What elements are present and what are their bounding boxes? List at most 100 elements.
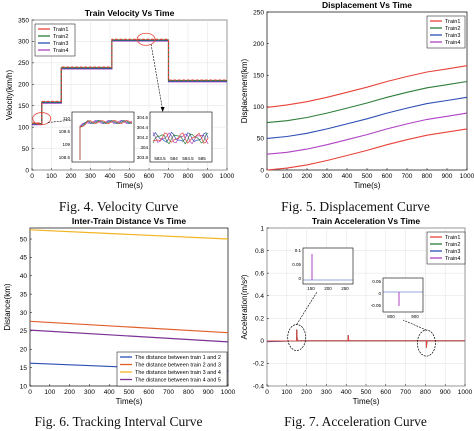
- x-tick-label: 300: [84, 389, 95, 396]
- y-tick-label: 100: [253, 104, 264, 111]
- y-tick-label: 0.2: [255, 316, 264, 323]
- x-tick-label: 300: [85, 173, 96, 180]
- inset-y-label: 304.2: [137, 135, 149, 140]
- inset-series-line: [152, 132, 209, 144]
- x-axis-label: Time(s): [116, 397, 143, 406]
- legend-label: The distance between train 1 and 2: [135, 355, 221, 361]
- y-tick-label: 300: [18, 39, 29, 46]
- legend-box: [116, 351, 228, 387]
- x-tick-label: 500: [124, 389, 135, 396]
- velocity-series-line: [32, 38, 227, 124]
- y-tick-label: 0.4: [255, 293, 264, 300]
- y-tick-label: 15: [20, 365, 28, 372]
- x-tick-label: 400: [105, 173, 116, 180]
- zoom-ellipse: [287, 324, 307, 351]
- inset-y-label: 0.1: [295, 248, 302, 253]
- x-tick-label: 200: [301, 389, 312, 396]
- legend-label: Train3: [53, 41, 68, 47]
- legend-label: Train2: [53, 34, 68, 40]
- y-axis-label: Displacement(km): [240, 58, 249, 123]
- x-tick-label: 1000: [458, 389, 473, 396]
- y-tick-label: 40: [20, 273, 28, 280]
- inset-x-label: 800: [387, 314, 395, 319]
- inset-series-line: [79, 120, 133, 160]
- inset-series-line: [79, 119, 133, 160]
- y-tick-label: -0.4: [253, 383, 265, 390]
- interval-series-line: [29, 320, 229, 334]
- x-tick-label: 300: [321, 389, 332, 396]
- legend-label: Train1: [445, 235, 460, 241]
- inset-y-label: 0: [378, 291, 381, 296]
- inset-y-label: 108.5: [59, 155, 71, 160]
- zoom-connector: [47, 119, 73, 123]
- legend-label: Train2: [445, 242, 460, 248]
- y-tick-label: -0.2: [253, 361, 265, 368]
- displacement-series-line: [266, 112, 468, 155]
- inset-y-label: 303.8: [137, 155, 149, 160]
- y-tick-label: 45: [20, 255, 28, 262]
- displacement-chart: 0 100 200 300 400 500 600 700 800 900 1000 0 50 100 15…: [240, 0, 474, 190]
- legend-label: Train4: [445, 256, 460, 262]
- interval-caption: Fig. 6. Tracking Interval Curve: [34, 414, 203, 429]
- x-axis-label: Time(s): [116, 181, 143, 190]
- displacement-caption: Fig. 5. Displacement Curve: [281, 199, 430, 214]
- x-tick-label: 700: [163, 173, 174, 180]
- x-tick-label: 100: [44, 389, 55, 396]
- legend-label: The distance between train 3 and 4: [135, 370, 221, 376]
- zoom-ellipse: [417, 329, 436, 357]
- y-axis-label: Distance(km): [3, 283, 12, 330]
- inset-series-line: [79, 120, 133, 160]
- legend-label: Train1: [53, 27, 68, 33]
- displacement-series-line: [266, 80, 468, 124]
- inset-series-line: [152, 132, 209, 145]
- y-tick-label: 25: [20, 328, 28, 335]
- x-tick-label: 800: [183, 389, 194, 396]
- legend-label: The distance between train 4 and 5: [135, 378, 221, 384]
- x-tick-label: 100: [46, 173, 57, 180]
- y-tick-label: 0: [25, 167, 29, 174]
- chart-title: Displacement Vs Time: [322, 0, 412, 10]
- y-tick-label: 150: [253, 73, 264, 80]
- legend-label: The distance between train 2 and 3: [135, 363, 221, 369]
- inset-x-label: 250: [341, 286, 349, 291]
- x-tick-label: 900: [203, 389, 214, 396]
- chart-title: Inter-Train Distance Vs Time: [72, 216, 186, 226]
- x-tick-label: 600: [144, 173, 155, 180]
- y-axis-label: Velocity(km/h): [5, 70, 14, 121]
- x-tick-label: 1000: [460, 173, 474, 180]
- acceleration-inset-2: [382, 277, 424, 313]
- y-tick-label: 200: [18, 82, 29, 89]
- displacement-panel: 0 100 200 300 400 500 600 700 800 900 1000 0 50 100 15…: [237, 0, 474, 200]
- inset-x-label: 900: [411, 314, 419, 319]
- inset-y-label: 109: [62, 142, 70, 147]
- y-tick-label: 350: [18, 17, 29, 24]
- velocity-panel: 0 100 200 300 400 500 600 700 800 900 1000 0 50 100 15…: [0, 0, 237, 200]
- y-tick-label: 20: [20, 347, 28, 354]
- x-tick-label: 400: [341, 389, 352, 396]
- acceleration-chart: 0 100 200 300 400 500 600 700 800 900 1000 1 0.8 0.6 0…: [240, 216, 473, 406]
- acceleration-inset-1: [302, 247, 354, 285]
- legend-label: Train4: [445, 40, 460, 46]
- y-tick-label: 0.6: [255, 270, 264, 277]
- chart-title: Train Acceleration Vs Time: [312, 216, 420, 226]
- x-tick-label: 200: [302, 173, 313, 180]
- x-tick-label: 600: [380, 389, 391, 396]
- y-tick-label: 250: [253, 9, 264, 16]
- inset-series-line: [152, 131, 209, 143]
- x-tick-label: 0: [265, 389, 269, 396]
- interval-series-line: [29, 329, 229, 343]
- inset-y-label: 0.05: [292, 262, 301, 267]
- x-tick-label: 700: [402, 173, 413, 180]
- velocity-chart: 0 100 200 300 400 500 600 700 800 900 1000 0 50 100 15…: [5, 8, 235, 190]
- interval-chart: 0 100 200 300 400 500 600 700 800 900 1000 10 15 20 25…: [3, 216, 236, 406]
- legend-label: Train2: [445, 26, 460, 32]
- x-tick-label: 700: [163, 389, 174, 396]
- inset-x-label: 200: [324, 286, 332, 291]
- zoom-connector: [150, 44, 163, 111]
- y-tick-label: 35: [20, 291, 28, 298]
- y-tick-label: 0: [260, 338, 264, 345]
- x-tick-label: 500: [362, 173, 373, 180]
- x-tick-label: 600: [143, 389, 154, 396]
- x-tick-label: 400: [104, 389, 115, 396]
